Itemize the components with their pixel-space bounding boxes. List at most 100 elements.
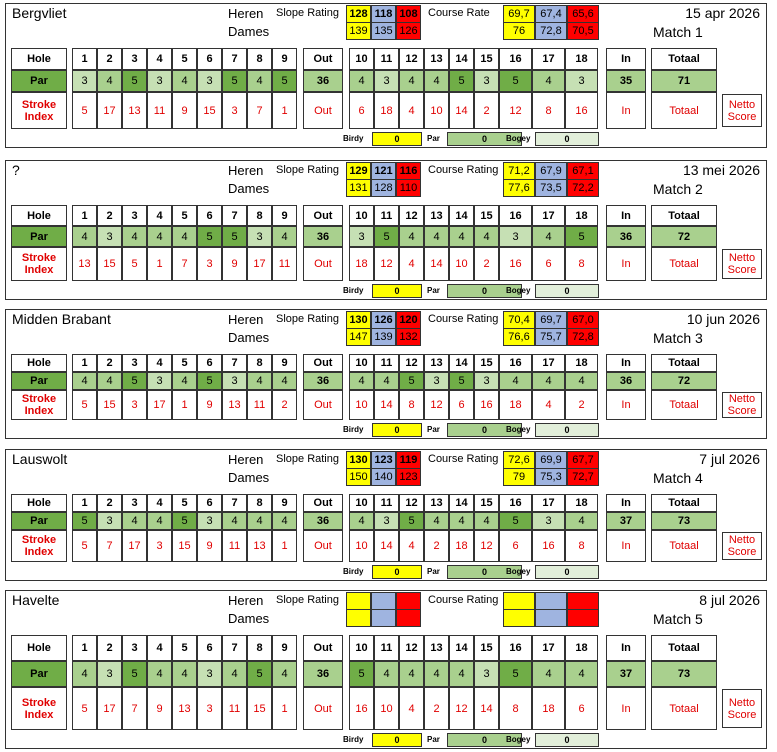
hole-number: 1 [72,635,97,661]
par: 4 [72,372,97,390]
stroke-index: 11 [272,247,297,281]
match: Match 4 [653,470,703,486]
in-label: In [606,205,646,226]
hole-number: 18 [565,205,598,226]
course-rating: 72,2 [567,179,599,197]
stroke-index: 3 [222,92,247,129]
slope-rating: 135 [371,22,396,40]
par-count-label: Par [427,567,440,576]
stroke-index: 13 [122,92,147,129]
stroke-index: 12 [374,247,399,281]
hole-number: 4 [147,205,172,226]
par: 3 [197,661,222,687]
hole-number: 1 [72,48,97,70]
par-label: Par [11,661,67,687]
par: 5 [374,226,399,247]
bogey-count: 0 [535,733,599,747]
dames-label: Dames [228,181,270,196]
par: 4 [272,661,297,687]
out-label: Out [303,205,343,226]
hole-number: 6 [197,354,222,372]
hole-number: 13 [424,205,449,226]
hole-number: 5 [172,205,197,226]
hole-number: 3 [122,635,147,661]
par: 5 [399,512,424,530]
hole-number: 8 [247,48,272,70]
stroke-index: 2 [474,247,499,281]
hole-number: 18 [565,635,598,661]
par-count-label: Par [427,286,440,295]
par-in: 36 [606,226,646,247]
par: 5 [349,661,374,687]
stroke-index: 17 [97,92,122,129]
hole-number: 14 [449,635,474,661]
stroke-index: 14 [474,687,499,730]
par: 3 [424,372,449,390]
hole-number: 2 [97,354,122,372]
stroke-index: 15 [247,687,272,730]
hole-number: 17 [532,205,565,226]
hole-number: 11 [374,354,399,372]
scorecard: Havelte Heren Dames Slope Rating Course Rati… [5,590,767,749]
par: 5 [247,661,272,687]
birdy-count: 0 [372,132,422,146]
stroke-index: 1 [147,247,172,281]
hole-number: 9 [272,494,297,512]
hole-number: 3 [122,48,147,70]
par: 4 [532,70,565,92]
stroke-in: In [606,390,646,420]
stroke-index: 10 [449,247,474,281]
stroke-index: 5 [72,92,97,129]
stroke-index: 3 [197,687,222,730]
hole-number: 12 [399,635,424,661]
course-rating: 69,9 [535,451,567,469]
course-rating: 76,6 [503,328,535,346]
slope-rating: 120 [396,311,421,329]
slope-rating [371,609,396,627]
par-out: 36 [303,70,343,92]
par: 3 [349,226,374,247]
stroke-index: 3 [122,390,147,420]
hole-number: 4 [147,635,172,661]
hole-number: 13 [424,354,449,372]
stroke-index: 2 [272,390,297,420]
par: 5 [222,70,247,92]
course-rating [567,592,599,610]
par-total: 72 [651,372,717,390]
stroke-in: In [606,687,646,730]
stroke-index: 16 [474,390,499,420]
slope-rating: 128 [346,5,371,23]
stroke-index: 6 [449,390,474,420]
hole-number: 13 [424,635,449,661]
par: 3 [147,70,172,92]
course-rating: 71,2 [503,162,535,180]
par: 4 [424,226,449,247]
hole-number: 1 [72,354,97,372]
stroke-index: 4 [532,390,565,420]
par: 4 [122,512,147,530]
dames-label: Dames [228,470,270,485]
stroke-index: 15 [97,390,122,420]
stroke-index: 6 [532,247,565,281]
par-label: Par [11,70,67,92]
hole-number: 6 [197,48,222,70]
par: 4 [474,226,499,247]
hole-number: 14 [449,494,474,512]
par: 4 [147,512,172,530]
heren-label: Heren [228,312,264,327]
hole-label: Hole [11,354,67,372]
slope-rating [346,592,371,610]
hole-number: 15 [474,48,499,70]
hole-number: 12 [399,494,424,512]
par: 4 [172,70,197,92]
match: Match 1 [653,24,703,40]
birdy-label: Birdy [343,425,364,434]
course-rating: 76 [503,22,535,40]
slope-rating [371,592,396,610]
course-name: Midden Brabant [12,311,111,327]
par: 5 [122,661,147,687]
course-rating: 79 [503,468,535,486]
course-rating: 72,6 [503,451,535,469]
netto-score: Netto Score [722,94,762,127]
slope-rating: 126 [371,311,396,329]
